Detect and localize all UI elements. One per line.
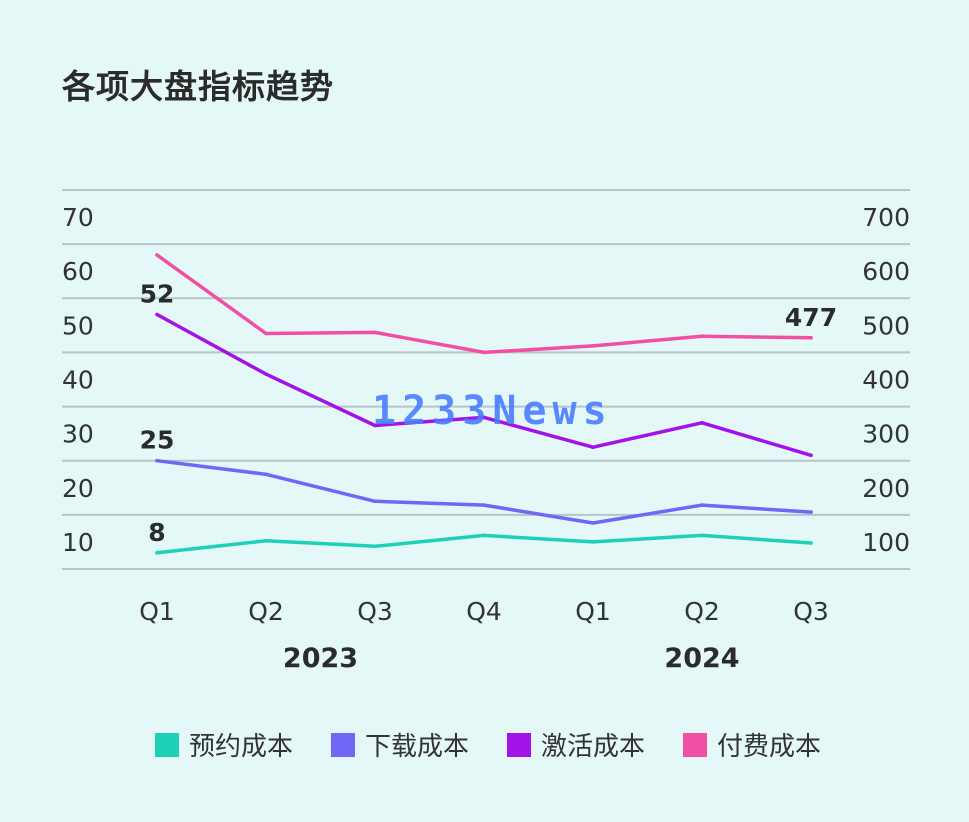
legend-label: 付费成本 <box>717 732 822 762</box>
data-point <box>373 499 377 504</box>
left-tick-label: 10 <box>62 528 94 557</box>
legend: 预约成本 下载成本 激活成本 付费成本 <box>155 726 859 763</box>
left-tick-label: 60 <box>62 257 94 286</box>
legend-item[interactable]: 预约成本 <box>155 726 293 763</box>
data-point <box>482 415 486 420</box>
x-tick-label: Q4 <box>466 597 502 626</box>
legend-swatch <box>683 732 708 757</box>
data-point <box>373 423 377 428</box>
data-point <box>700 533 704 538</box>
data-point <box>591 344 595 348</box>
data-point <box>155 253 159 257</box>
right-tick-label: 300 <box>862 420 910 449</box>
x-tick-label: Q1 <box>575 597 611 626</box>
data-point <box>155 312 159 317</box>
data-label: 8 <box>148 518 165 547</box>
watermark: 1233News <box>372 388 613 434</box>
right-tick-label: 100 <box>862 528 910 557</box>
grid-lines <box>62 189 910 570</box>
right-tick-label: 600 <box>862 257 910 286</box>
left-tick-label: 30 <box>62 420 94 449</box>
data-label: 25 <box>140 426 175 455</box>
data-point <box>482 350 486 355</box>
data-point <box>373 544 377 549</box>
year-labels: 2023 2024 <box>283 643 740 674</box>
data-labels: 8 25 52 477 <box>140 280 837 547</box>
data-point <box>700 334 704 339</box>
data-point <box>482 533 486 538</box>
data-point <box>264 372 268 376</box>
data-point <box>155 458 159 463</box>
legend-label: 预约成本 <box>189 732 294 762</box>
series-lines <box>155 253 813 555</box>
left-tick-label: 40 <box>62 366 94 395</box>
chart-title: 各项大盘指标趋势 <box>62 67 334 106</box>
series-line <box>155 458 813 525</box>
left-axis-ticks: 10 20 30 40 50 60 70 <box>62 203 94 557</box>
legend-swatch <box>155 732 179 757</box>
legend-item[interactable]: 付费成本 <box>683 726 821 763</box>
right-tick-label: 500 <box>862 311 910 340</box>
x-axis-ticks: Q1 Q2 Q3 Q4 Q1 Q2 Q3 <box>139 597 829 626</box>
legend-swatch <box>331 732 356 757</box>
left-tick-label: 50 <box>62 311 94 340</box>
data-point <box>700 503 704 507</box>
data-point <box>809 510 813 514</box>
data-point <box>809 453 813 458</box>
year-label: 2024 <box>664 643 739 674</box>
data-point <box>591 540 595 544</box>
data-point <box>809 541 813 545</box>
left-tick-label: 70 <box>62 203 94 232</box>
x-tick-label: Q3 <box>357 597 393 626</box>
right-axis-ticks: 100 200 300 400 500 600 700 <box>862 203 910 557</box>
x-tick-label: Q2 <box>248 597 284 626</box>
right-tick-label: 200 <box>862 474 910 503</box>
legend-item[interactable]: 下载成本 <box>331 726 469 763</box>
x-tick-label: Q1 <box>139 597 175 626</box>
year-label: 2023 <box>283 643 358 674</box>
data-point <box>700 421 704 425</box>
data-label: 477 <box>785 303 837 332</box>
data-point <box>264 539 268 543</box>
left-tick-label: 20 <box>62 474 94 503</box>
data-point <box>264 331 268 336</box>
legend-item[interactable]: 激活成本 <box>507 726 645 763</box>
data-point <box>373 330 377 335</box>
legend-label: 下载成本 <box>365 732 470 762</box>
data-point <box>482 503 486 507</box>
right-tick-label: 400 <box>862 366 910 395</box>
data-point <box>155 551 159 555</box>
legend-swatch <box>507 732 532 757</box>
x-tick-label: Q3 <box>793 597 829 626</box>
data-point <box>591 445 595 450</box>
series-line <box>155 533 813 555</box>
data-point <box>809 336 813 340</box>
data-point <box>591 521 595 525</box>
data-label: 52 <box>140 280 175 309</box>
data-point <box>264 472 268 477</box>
series-line <box>155 253 813 355</box>
right-tick-label: 700 <box>862 203 910 232</box>
x-tick-label: Q2 <box>684 597 720 626</box>
legend-label: 激活成本 <box>541 732 646 762</box>
